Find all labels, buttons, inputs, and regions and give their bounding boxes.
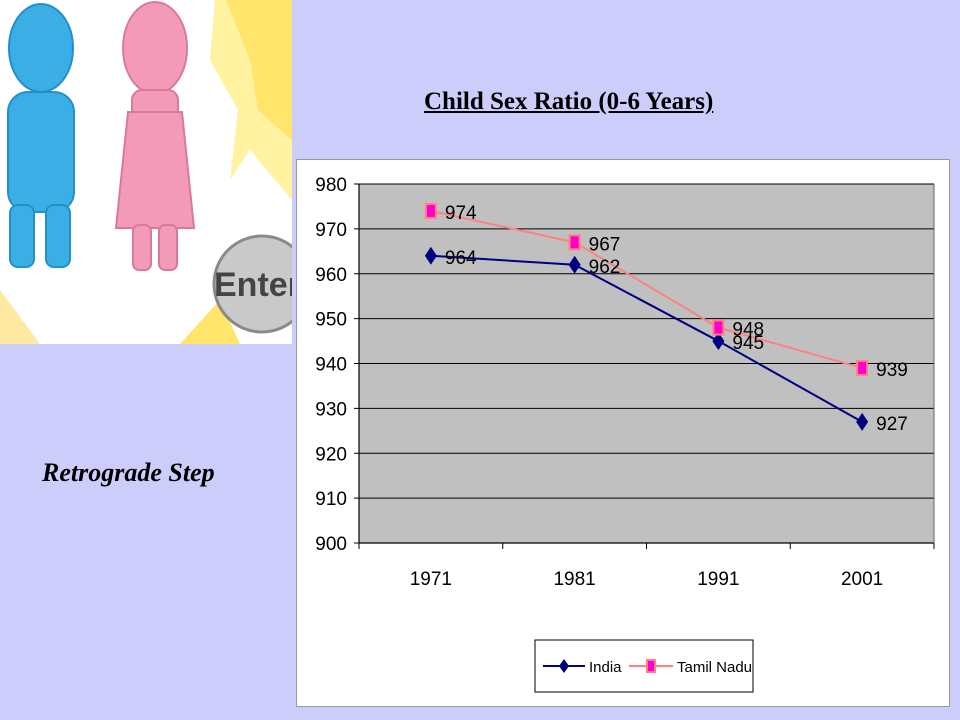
y-tick-label: 950 bbox=[315, 310, 347, 331]
data-point-marker bbox=[856, 412, 869, 431]
series-line-india bbox=[430, 254, 863, 423]
y-tick-label: 980 bbox=[315, 175, 347, 196]
data-label: 964 bbox=[445, 248, 477, 269]
series-line-tamil-nadu bbox=[430, 209, 863, 369]
data-point-marker bbox=[568, 234, 581, 251]
x-tick-label: 2001 bbox=[841, 569, 883, 590]
legend-marker-india bbox=[559, 659, 569, 673]
side-caption: Retrograde Step bbox=[42, 458, 215, 487]
y-tick-label: 960 bbox=[315, 265, 347, 286]
data-label: 974 bbox=[445, 203, 477, 224]
line-chart: 900 910 920 930 940 950 960 970 980 1971 1981 1991 2… bbox=[315, 175, 935, 693]
enter-badge: Enter bbox=[212, 234, 292, 334]
boy-figure-icon bbox=[7, 3, 75, 268]
y-tick-label: 910 bbox=[315, 489, 347, 510]
data-label: 962 bbox=[589, 257, 621, 278]
chart-container: 900 910 920 930 940 950 960 970 980 1971 1981 1991 2… bbox=[296, 159, 950, 707]
x-tick-label: 1981 bbox=[553, 569, 595, 590]
x-tick-label: 1971 bbox=[410, 569, 452, 590]
data-label: 967 bbox=[589, 234, 621, 255]
y-tick-label: 970 bbox=[315, 220, 347, 241]
girl-figure-icon bbox=[114, 1, 196, 271]
data-label: 945 bbox=[732, 333, 764, 354]
data-label: 948 bbox=[732, 320, 764, 341]
enter-badge-text: Enter bbox=[214, 266, 292, 304]
y-tick-label: 900 bbox=[315, 534, 347, 555]
y-tick-label: 940 bbox=[315, 355, 347, 376]
data-point-marker bbox=[856, 359, 869, 376]
legend-marker-tamil-nadu bbox=[646, 659, 656, 673]
data-point-marker bbox=[712, 332, 725, 351]
data-point-marker bbox=[424, 202, 437, 219]
data-point-marker bbox=[712, 319, 725, 336]
y-tick-label: 930 bbox=[315, 399, 347, 420]
boy-girl-illustration: Enter bbox=[0, 0, 292, 344]
data-point-marker bbox=[424, 246, 437, 265]
legend-label-india: India bbox=[589, 659, 622, 676]
data-label: 927 bbox=[876, 414, 908, 435]
data-label: 939 bbox=[876, 360, 908, 381]
legend-label-tamil-nadu: Tamil Nadu bbox=[677, 659, 752, 676]
data-point-marker bbox=[568, 255, 581, 274]
chart-title: Child Sex Ratio (0-6 Years) bbox=[424, 88, 714, 115]
y-tick-label: 920 bbox=[315, 444, 347, 465]
x-tick-label: 1991 bbox=[697, 569, 739, 590]
